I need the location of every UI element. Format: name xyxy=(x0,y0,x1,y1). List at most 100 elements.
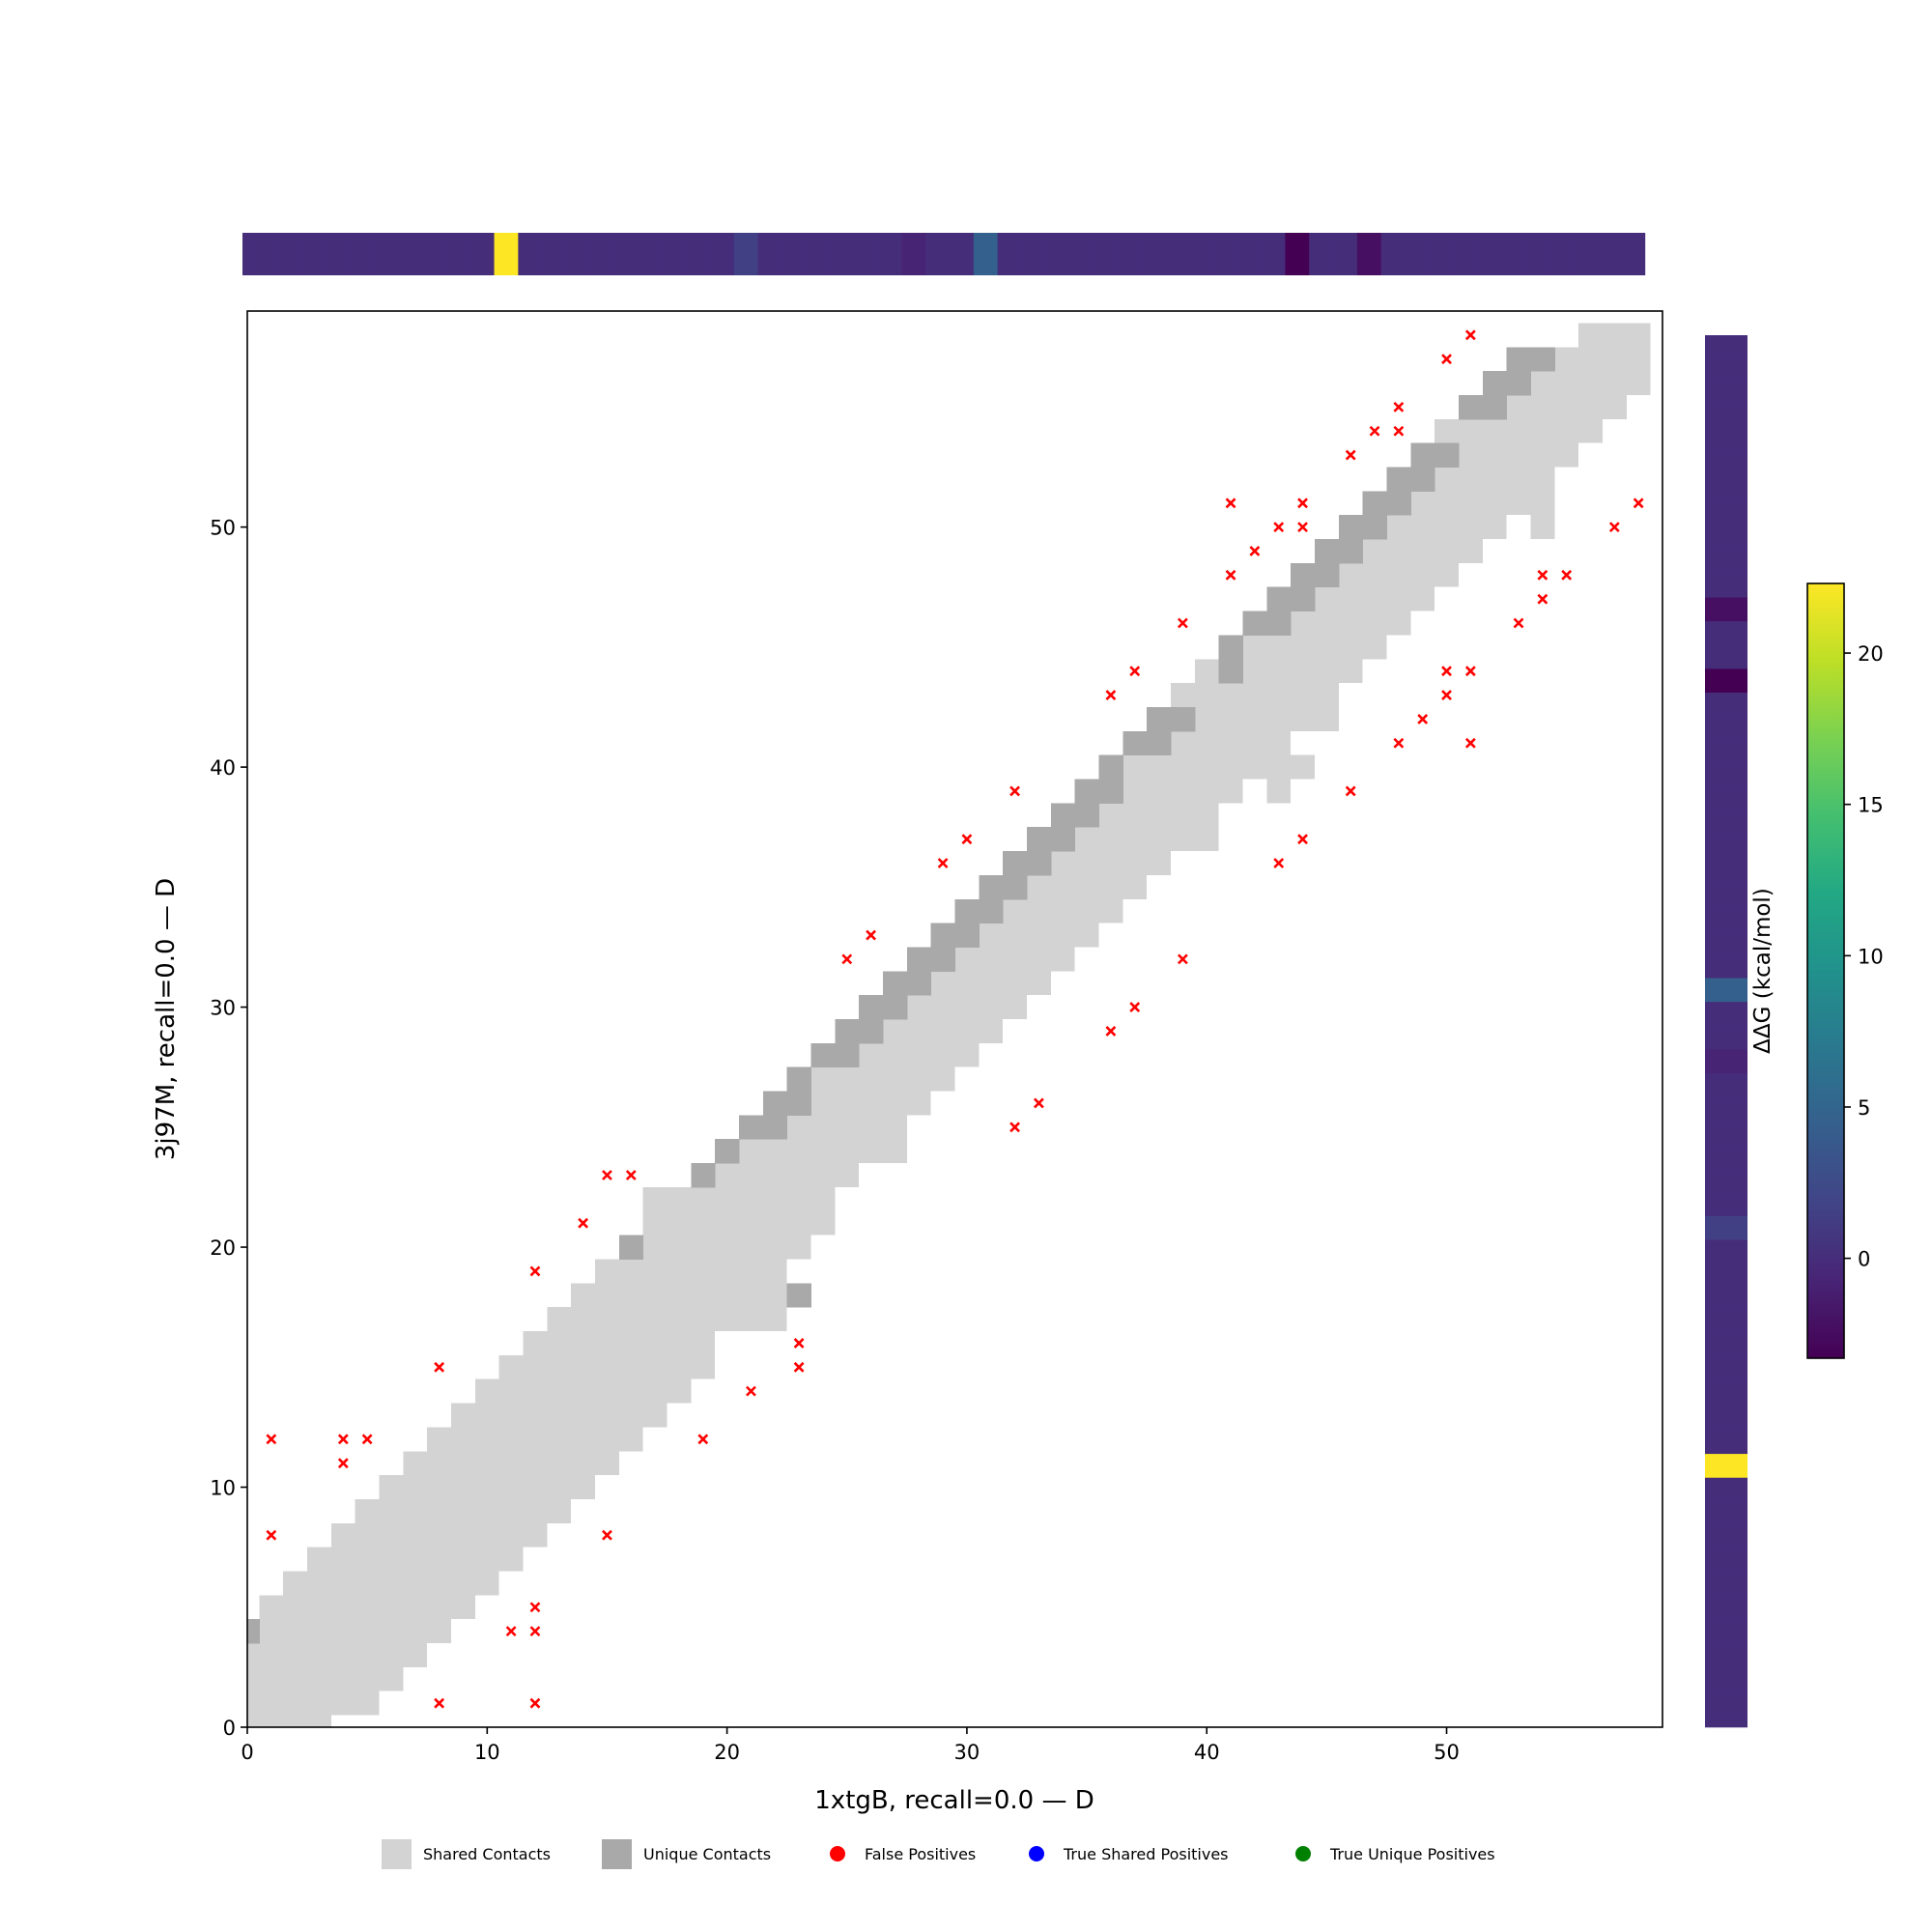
shared-contact-cell xyxy=(810,1066,955,1092)
unique-contact-cell xyxy=(1098,754,1123,781)
ddg-right-cell xyxy=(1705,1048,1747,1074)
ddg-top-cell xyxy=(829,233,855,275)
ddg-right-cell xyxy=(1705,1429,1747,1455)
shared-contact-cell xyxy=(1338,562,1459,587)
unique-contact-cell xyxy=(762,1091,788,1116)
unique-contact-cell xyxy=(691,1163,716,1188)
colorbar: 0 5 10 15 20 xyxy=(1806,582,1884,1359)
ddg-right-cell xyxy=(1705,1572,1747,1597)
shared-contact-cell xyxy=(906,995,1027,1019)
ddg-top-cell xyxy=(781,233,807,275)
false-positive-marker xyxy=(1273,858,1285,868)
ddg-top-cell xyxy=(806,233,831,275)
unique-contact-cell xyxy=(1458,394,1484,420)
x-tick-label: 0 xyxy=(241,1741,253,1764)
unique-contact-cell xyxy=(835,1019,860,1044)
false-positive-marker xyxy=(337,1458,349,1469)
ddg-top-cell xyxy=(589,233,615,275)
ddg-right-cell xyxy=(1705,786,1747,812)
shared-contact-cell xyxy=(1122,779,1243,804)
unique-contact-cell xyxy=(1026,851,1052,876)
unique-contact-cell xyxy=(859,995,884,1020)
false-positive-marker xyxy=(1537,593,1548,605)
y-tick-label: 0 xyxy=(223,1717,236,1740)
false-positive-marker xyxy=(434,1361,445,1373)
ddg-right-cell xyxy=(1705,1690,1747,1716)
ddg-top-cell xyxy=(242,233,256,275)
ddg-right-cell xyxy=(1705,1310,1747,1335)
unique-contact-cell xyxy=(810,1042,836,1068)
false-positive-marker xyxy=(529,1265,541,1277)
false-positive-marker xyxy=(1297,497,1308,509)
legend-label: Unique Contacts xyxy=(643,1845,771,1863)
shared-contact-cell xyxy=(259,1595,475,1620)
ddg-top-cell xyxy=(302,233,327,275)
ddg-right-cell xyxy=(1705,1096,1747,1122)
unique-contact-cell xyxy=(1314,562,1340,588)
ddg-top-cell xyxy=(1596,233,1622,275)
ddg-right-cell xyxy=(1705,1167,1747,1193)
ddg-right-cell xyxy=(1705,549,1747,574)
ddg-top-cell xyxy=(1045,233,1070,275)
false-positive-marker xyxy=(1105,690,1117,700)
shared-contact-cell xyxy=(379,1475,596,1499)
ddg-right-cell xyxy=(1705,1619,1747,1645)
false-positive-marker xyxy=(1513,617,1524,629)
false-positive-marker xyxy=(937,858,949,868)
shared-contact-cell xyxy=(1122,754,1315,780)
legend-dot xyxy=(1029,1846,1044,1861)
false-positive-marker xyxy=(841,953,853,965)
ddg-right-cell xyxy=(1705,335,1747,360)
ddg-right-cell xyxy=(1705,716,1747,741)
false-positive-marker xyxy=(1249,546,1261,556)
shared-contact-cell xyxy=(1458,442,1579,468)
shared-contact-cell xyxy=(283,1571,499,1596)
ddg-right-cell xyxy=(1705,383,1747,408)
unique-contacts-layer xyxy=(247,347,1555,1644)
false-positive-marker xyxy=(1393,401,1405,412)
false-positive-marker xyxy=(1464,737,1476,749)
ddg-right-cell xyxy=(1705,358,1747,384)
legend-label: True Unique Positives xyxy=(1329,1845,1495,1863)
shared-contact-cell xyxy=(355,1498,572,1523)
unique-contact-cell xyxy=(1362,515,1387,540)
ddg-top-cell xyxy=(1141,233,1166,275)
shared-contact-cell xyxy=(1266,779,1292,804)
false-positive-marker xyxy=(1417,713,1429,724)
ddg-right-cell xyxy=(1705,1215,1747,1240)
ddg-top-cell xyxy=(662,233,687,275)
false-positive-marker xyxy=(1297,834,1308,845)
false-positive-marker xyxy=(1633,497,1644,509)
y-tick-label: 40 xyxy=(210,756,236,780)
ddg-top-cell xyxy=(1261,233,1286,275)
shared-contact-cell xyxy=(1291,611,1411,636)
ddg-right-cell xyxy=(1705,1548,1747,1574)
false-positive-marker xyxy=(266,1434,277,1445)
unique-contact-cell xyxy=(1506,371,1531,396)
x-tick-label: 40 xyxy=(1194,1741,1220,1764)
shared-contact-cell xyxy=(1530,371,1651,395)
ddg-right-cell xyxy=(1705,454,1747,479)
ddg-top-cell xyxy=(494,233,519,275)
false-positive-marker xyxy=(1345,785,1356,797)
legend-swatch xyxy=(382,1839,412,1869)
y-tick-label: 10 xyxy=(210,1477,236,1500)
ddg-right-cell xyxy=(1705,1120,1747,1145)
x-tick-label: 50 xyxy=(1434,1741,1460,1764)
ddg-top-cell xyxy=(1165,233,1190,275)
unique-contact-cell xyxy=(1482,394,1508,420)
ddg-right-cell xyxy=(1705,1453,1747,1478)
unique-contact-cell xyxy=(618,1235,644,1260)
unique-contact-cell xyxy=(1098,779,1123,804)
shared-contact-cell xyxy=(1194,659,1219,684)
false-positive-marker xyxy=(266,1529,277,1541)
legend-item: False Positives xyxy=(830,1845,976,1863)
ddg-right-cell xyxy=(1705,1287,1747,1312)
x-axis-ticks: 0 10 20 30 40 50 xyxy=(241,1727,1460,1764)
legend-label: True Shared Positives xyxy=(1063,1845,1229,1863)
ddg-top-cell xyxy=(733,233,759,275)
ddg-right-cell xyxy=(1705,1191,1747,1216)
ddg-top-cell xyxy=(254,233,279,275)
ddg-top-cell xyxy=(1333,233,1358,275)
